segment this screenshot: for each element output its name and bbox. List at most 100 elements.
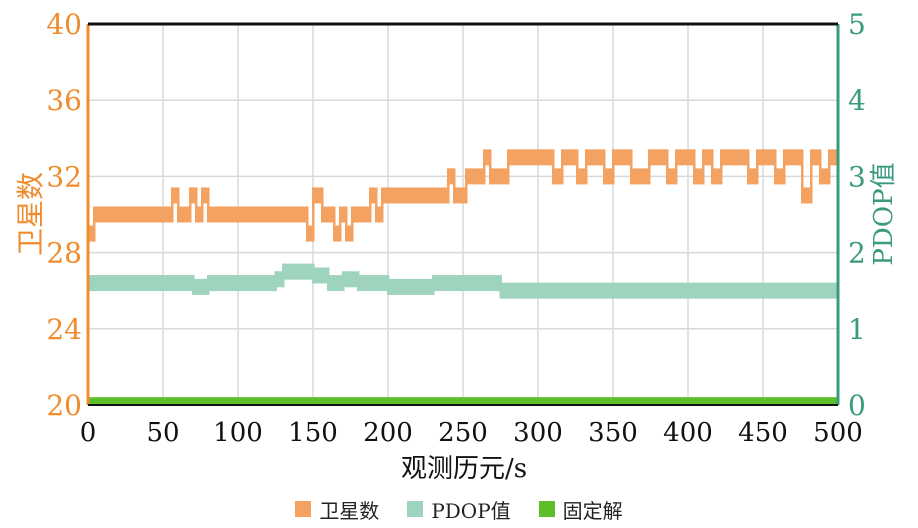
satellite-count-segment [484,149,490,166]
pdop-segment [118,275,133,292]
satellite-count-segment-jump [483,149,486,185]
satellite-count-segment [757,149,766,166]
satellite-count-segment [631,168,640,185]
satellite-count-segment-jump [507,149,510,185]
satellite-count-segment [703,149,712,166]
left-tick-label: 40 [46,8,82,41]
satellite-count-segment [490,168,496,185]
satellite-count-segment [748,168,757,185]
x-tick-label: 250 [438,418,488,448]
left-tick-label: 32 [46,160,82,193]
pdop-segment-jump [342,271,345,292]
pdop-segment [553,282,568,299]
left-tick-label: 28 [46,237,82,270]
pdop-segment-jump [327,267,330,292]
legend-item-fixed: 固定解 [538,495,623,524]
satellite-count-segment [322,206,328,223]
satellite-count-segment [622,149,631,166]
satellite-count-segment [472,168,478,185]
satellite-count-segment-jump [201,187,204,223]
satellite-count-segment [166,206,172,223]
satellite-count-segment [223,206,238,223]
satellite-count-segment [478,168,484,185]
fixed-solution-bar [88,397,838,406]
satellite-count-segment [160,206,166,223]
satellite-count-segment [604,168,613,185]
x-tick-label: 450 [738,418,788,448]
pdop-segment [688,282,703,299]
pdop-segment [568,282,583,299]
pdop-segment [478,275,493,292]
pdop-segment-jump [387,275,390,295]
right-tick-label: 1 [848,313,866,346]
legend-label-fixed: 固定解 [562,498,623,523]
satellite-count-segment-jump [747,149,750,185]
satellite-count-segment-jump [552,149,555,185]
pdop-segment [328,275,343,292]
x-tick-label: 150 [288,418,338,448]
pdop-segment [613,282,628,299]
satellite-count-segment [685,149,694,166]
satellite-count-segment [595,149,604,166]
satellite-count-segment [298,206,307,223]
satellite-count-segment [811,149,820,166]
satellite-count-segment [640,168,649,185]
satellite-count-segment [775,168,784,185]
pdop-segment-jump [192,275,195,295]
x-tick-label: 0 [80,418,97,448]
pdop-segment [433,275,448,292]
satellite-count-segment [523,149,538,166]
pdop-segment [673,282,688,299]
pdop-segment [718,282,733,299]
satellite-count-segment [577,168,586,185]
satellite-count-segment-jump [453,168,456,204]
legend: 卫星数 PDOP值 固定解 [0,494,918,524]
right-tick-label: 3 [848,160,866,193]
satellite-count-segment-jump [306,206,309,242]
satellite-count-segment [466,168,472,185]
satellite-count-segment [433,187,442,204]
right-tick-label: 5 [848,8,866,41]
pdop-segment [598,282,613,299]
satellite-count-segment [793,149,802,166]
satellite-count-segment-jump [381,187,384,223]
pdop-segment [643,282,658,299]
satellite-count-segment-jump [345,206,348,242]
satellite-count-segment-jump [312,187,315,242]
satellite-count-segment-jump [711,149,714,185]
legend-swatch-fixed [538,501,555,517]
satellite-count-segment [712,168,721,185]
chart: 0 50 100 150 200 250 300 350 400 450 5002024283236… [14,8,899,484]
satellite-count-segment-jump [375,187,378,223]
satellite-count-segment [268,206,274,223]
satellite-count-segment-jump [339,206,342,242]
satellite-count-segment [496,168,502,185]
left-tick-label: 24 [46,313,82,346]
pdop-segment [703,282,718,299]
pdop-segment [343,271,358,288]
satellite-count-segment [352,206,358,223]
pdop-segment [223,275,238,292]
satellite-count-segment [307,225,313,242]
pdop-segment [388,278,403,295]
legend-swatch-pdop [407,501,424,517]
satellite-count-segment [553,168,562,185]
satellite-count-segment-jump [585,149,588,185]
satellite-count-segment [820,168,829,185]
pdop-segment [463,275,478,292]
pdop-segment [103,275,118,292]
satellite-count-segment-jump [333,206,336,242]
satellite-count-segment [502,168,508,185]
pdop-segment [793,282,808,299]
pdop-segment [508,282,523,299]
x-tick-label: 200 [363,418,413,448]
pdop-segment [358,275,373,292]
satellite-count-segment [418,187,433,204]
pdop-segment [583,282,598,299]
legend-label-pdop: PDOP值 [431,498,511,523]
pdop-segment-jump [499,275,502,299]
satellite-count-segment [214,206,223,223]
satellite-count-segment-jump [93,206,96,242]
legend-item-pdop: PDOP值 [407,495,511,524]
legend-label-satellites: 卫星数 [319,498,380,523]
